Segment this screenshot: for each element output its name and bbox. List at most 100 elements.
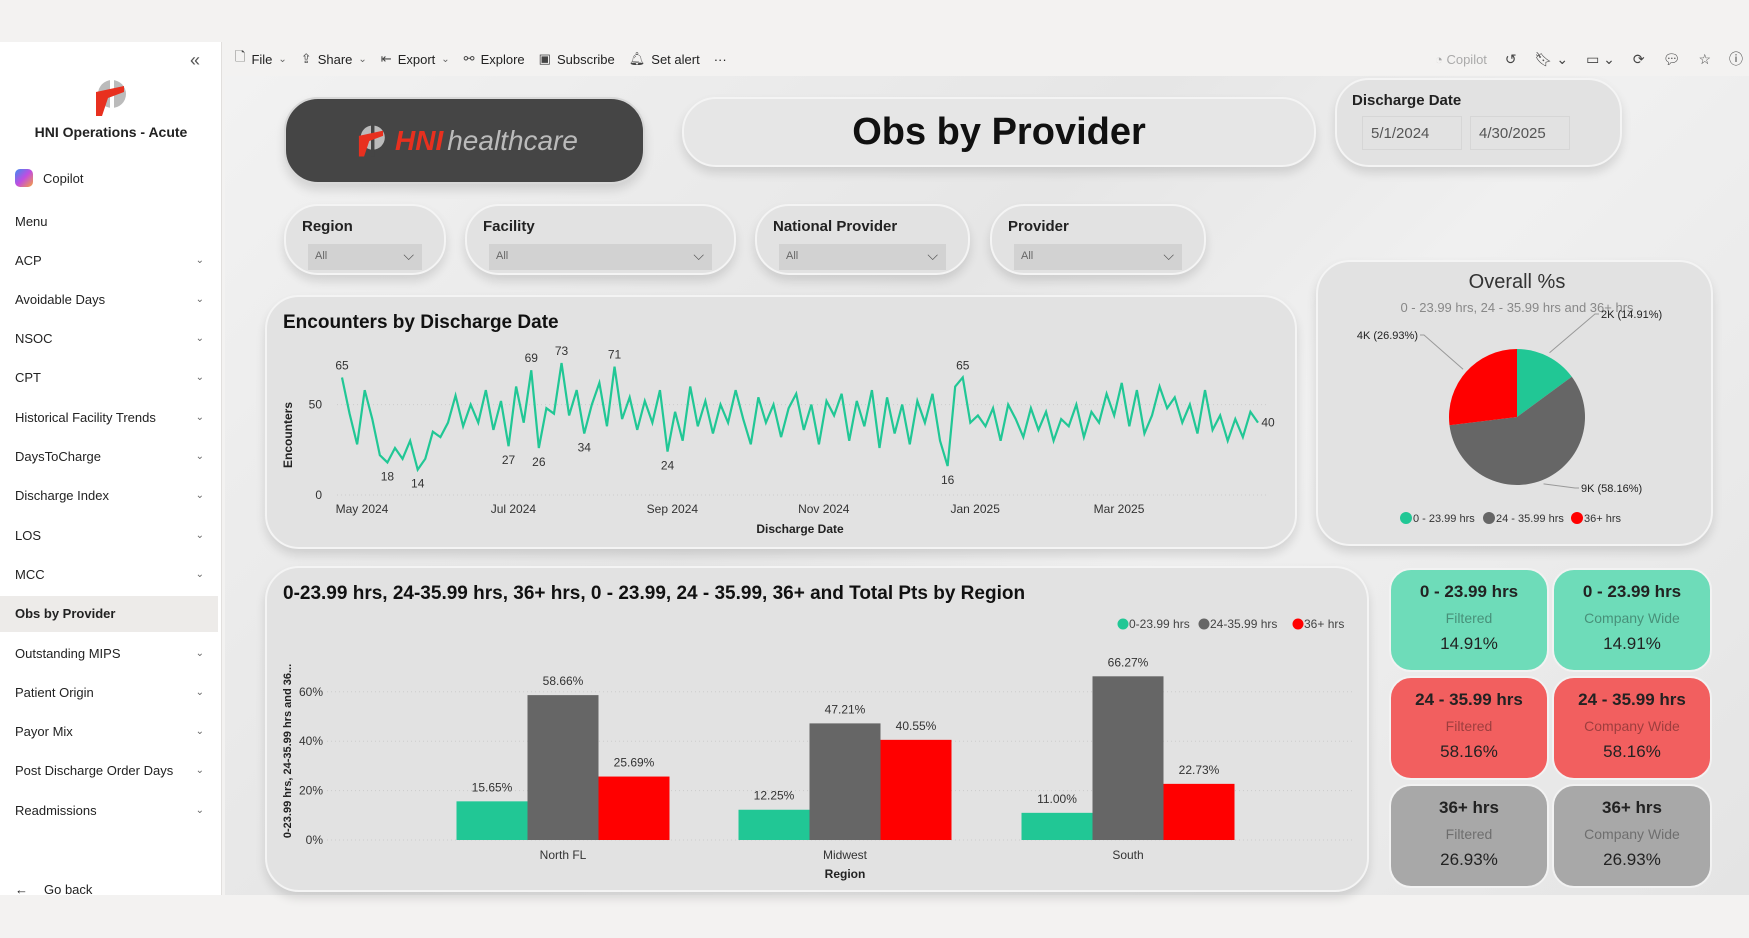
- data-label: 26: [532, 455, 546, 469]
- data-label: 18: [381, 469, 395, 483]
- comment-icon[interactable]: 💬︎: [1662, 50, 1681, 67]
- overall-pct-pie-chart: Overall %s 0 - 23.99 hrs, 24 - 35.99 hrs …: [1357, 271, 1662, 525]
- sidebar-item-los[interactable]: LOS ⌄: [0, 517, 218, 553]
- sidebar-item-obs-by-provider[interactable]: Obs by Provider: [0, 595, 218, 632]
- slicer-label: Facility: [483, 218, 535, 235]
- chart-title: 0-23.99 hrs, 24-35.99 hrs, 36+ hrs, 0 - …: [283, 583, 1025, 604]
- sidebar-item-label: NSOC: [15, 331, 53, 347]
- undo-icon[interactable]: ↺: [1504, 50, 1517, 67]
- leader-line: [1543, 483, 1579, 489]
- kpi-subtitle: Company Wide: [1584, 610, 1680, 626]
- chevron-down-icon: ⌄: [195, 333, 204, 345]
- x-tick-label: South: [1112, 848, 1143, 862]
- data-label: 34: [578, 441, 592, 455]
- pie-slice-1: [1449, 376, 1585, 485]
- legend-marker: [1292, 618, 1304, 630]
- subscribe-button[interactable]: ▣ Subscribe: [539, 51, 615, 67]
- sidebar-item-outstanding-mips[interactable]: Outstanding MIPS ⌄: [0, 635, 218, 671]
- pie-subtitle: 0 - 23.99 hrs, 24 - 35.99 hrs and 36+ hr…: [1400, 300, 1634, 315]
- export-icon: ⇤: [380, 51, 392, 66]
- slicer-dropdown[interactable]: All ⌵: [779, 244, 946, 270]
- dropdown-value: All: [496, 250, 509, 262]
- y-tick-label: 20%: [299, 784, 323, 798]
- leader-line: [1549, 313, 1599, 354]
- export-menu[interactable]: ⇤ Export ⌄: [381, 51, 450, 67]
- copilot-button[interactable]: Copilot: [0, 160, 218, 196]
- data-label: 27: [502, 453, 516, 467]
- share-label: Share: [317, 51, 353, 67]
- x-tick-label: Nov 2024: [798, 502, 850, 516]
- bookmark-icon[interactable]: 🔖︎ ⌄: [1534, 50, 1569, 67]
- sidebar-item-label: Historical Facility Trends: [15, 409, 156, 425]
- kpi-value: 58.16%: [1603, 742, 1661, 761]
- chart-title: Encounters by Discharge Date: [283, 312, 559, 333]
- set-alert-button[interactable]: 🔔︎ Set alert: [629, 51, 700, 67]
- region-bar-chart-card: 0-23.99 hrs, 24-35.99 hrs, 36+ hrs, 0 - …: [265, 566, 1369, 892]
- refresh-icon[interactable]: ⟳: [1632, 50, 1645, 67]
- slicer-dropdown[interactable]: All ⌵: [308, 244, 422, 270]
- bar-36-hrs: [880, 739, 952, 840]
- legend-marker: [1483, 512, 1495, 524]
- sidebar-item-mcc[interactable]: MCC ⌄: [0, 556, 218, 592]
- collapse-sidebar-icon[interactable]: «: [190, 50, 201, 70]
- kpi-value: 26.93%: [1440, 850, 1498, 869]
- data-label: 71: [608, 348, 622, 362]
- legend-label: 36+ hrs: [1584, 513, 1621, 525]
- kpi-card: 24 - 35.99 hrs Filtered 58.16%: [1389, 676, 1549, 780]
- pie-data-label: 9K (58.16%): [1581, 483, 1642, 495]
- chevron-down-icon: ⌄: [358, 53, 367, 65]
- sidebar-item-label: ACP: [15, 252, 42, 268]
- chevron-down-icon: ⌄: [195, 765, 204, 777]
- file-icon: 🗋: [235, 49, 246, 64]
- binoculars-icon: ⚯: [463, 51, 475, 66]
- pie-slice-2: [1449, 349, 1517, 426]
- slicer-region: Region All ⌵: [284, 204, 446, 275]
- sidebar-item-patient-origin[interactable]: Patient Origin ⌄: [0, 674, 218, 710]
- sidebar-item-nsoc[interactable]: NSOC ⌄: [0, 321, 218, 357]
- file-menu[interactable]: 🗋 File ⌄: [235, 48, 287, 70]
- bar-data-label: 66.27%: [1108, 655, 1149, 669]
- sidebar-item-payor-mix[interactable]: Payor Mix ⌄: [0, 714, 218, 750]
- bar-36-hrs: [598, 776, 670, 840]
- set-alert-label: Set alert: [651, 51, 700, 67]
- menu-heading: Menu: [0, 203, 218, 239]
- end-date-input[interactable]: 4/30/2025: [1470, 116, 1570, 150]
- slicer-dropdown[interactable]: All ⌵: [489, 244, 712, 270]
- sidebar-item-post-discharge-order-days[interactable]: Post Discharge Order Days ⌄: [0, 753, 218, 789]
- sidebar-item-historical-facility-trends[interactable]: Historical Facility Trends ⌄: [0, 399, 218, 435]
- sidebar-item-discharge-index[interactable]: Discharge Index ⌄: [0, 478, 218, 514]
- explore-button[interactable]: ⚯ Explore: [464, 51, 525, 67]
- legend-label: 24 - 35.99 hrs: [1496, 513, 1564, 525]
- legend-label: 0 - 23.99 hrs: [1413, 513, 1475, 525]
- logo-text-healthcare: healthcare: [447, 124, 578, 156]
- legend-label: 0-23.99 hrs: [1129, 617, 1190, 631]
- slicer-provider: Provider All ⌵: [990, 204, 1206, 275]
- copilot-toolbar-button[interactable]: ◔ Copilot: [1435, 52, 1487, 67]
- sidebar-item-label: LOS: [15, 527, 42, 543]
- go-back-button[interactable]: ← Go back: [0, 871, 218, 907]
- chevron-down-icon: ⌵: [927, 247, 938, 263]
- title-card: Obs by Provider: [682, 97, 1316, 167]
- kpi-value: 14.91%: [1603, 634, 1661, 653]
- sidebar-item-acp[interactable]: ACP ⌄: [0, 242, 218, 278]
- legend-marker: [1117, 618, 1129, 630]
- pie-title: Overall %s: [1469, 271, 1566, 293]
- sidebar-item-cpt[interactable]: CPT ⌄: [0, 360, 218, 396]
- sidebar-item-readmissions[interactable]: Readmissions ⌄: [0, 792, 218, 828]
- more-options-button[interactable]: ···: [714, 52, 727, 67]
- share-menu[interactable]: ⇪ Share ⌄: [301, 51, 367, 67]
- view-icon[interactable]: ▭ ⌄: [1586, 50, 1615, 67]
- hni-logo-icon: [96, 80, 126, 116]
- sidebar-item-avoidable-days[interactable]: Avoidable Days ⌄: [0, 281, 218, 317]
- start-date-input[interactable]: 5/1/2024: [1362, 116, 1462, 150]
- x-tick-label: Midwest: [823, 848, 868, 862]
- chevron-down-icon: ⌄: [195, 647, 204, 659]
- x-tick-label: Sep 2024: [647, 502, 699, 516]
- slicer-dropdown[interactable]: All ⌵: [1014, 244, 1182, 270]
- page-title: Obs by Provider: [852, 110, 1146, 153]
- info-icon[interactable]: ⓘ: [1729, 51, 1743, 67]
- export-label: Export: [397, 51, 436, 67]
- favorite-star-icon[interactable]: ☆: [1698, 50, 1711, 67]
- sidebar-item-daystocharge[interactable]: DaysToCharge ⌄: [0, 439, 218, 475]
- bar-0-23-99-hrs: [1021, 812, 1093, 840]
